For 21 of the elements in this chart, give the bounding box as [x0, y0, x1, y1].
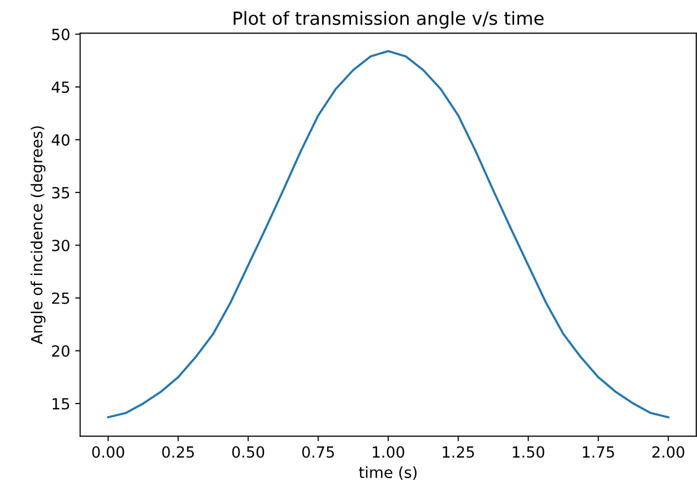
line-series — [107, 50, 670, 418]
y-tick-label: 50 — [52, 28, 70, 40]
x-tick-label: 2.00 — [652, 446, 684, 458]
y-tick-label: 40 — [52, 134, 70, 146]
x-tick-label: 0.50 — [232, 446, 264, 458]
y-tick-label: 45 — [52, 82, 70, 93]
y-tick-label: 35 — [52, 186, 70, 198]
y-axis-title: Angle of incidence (degrees) — [30, 126, 46, 344]
y-tick-label: 25 — [52, 292, 70, 304]
x-tick-label: 1.25 — [442, 446, 474, 458]
y-tick-label: 15 — [52, 398, 70, 410]
x-tick-label: 1.50 — [512, 446, 544, 458]
x-tick-label: 0.75 — [302, 446, 334, 458]
chart-title: Plot of transmission angle v/s time — [234, 11, 544, 29]
x-axis-title: time (s) — [359, 466, 417, 480]
x-tick-label: 0.00 — [92, 446, 124, 458]
x-tick-label: 0.25 — [162, 446, 194, 458]
x-tick-label: 1.00 — [372, 446, 404, 458]
y-tick-label: 30 — [52, 240, 70, 252]
y-tick-label: 20 — [52, 345, 70, 357]
x-tick-label: 1.75 — [582, 446, 614, 458]
